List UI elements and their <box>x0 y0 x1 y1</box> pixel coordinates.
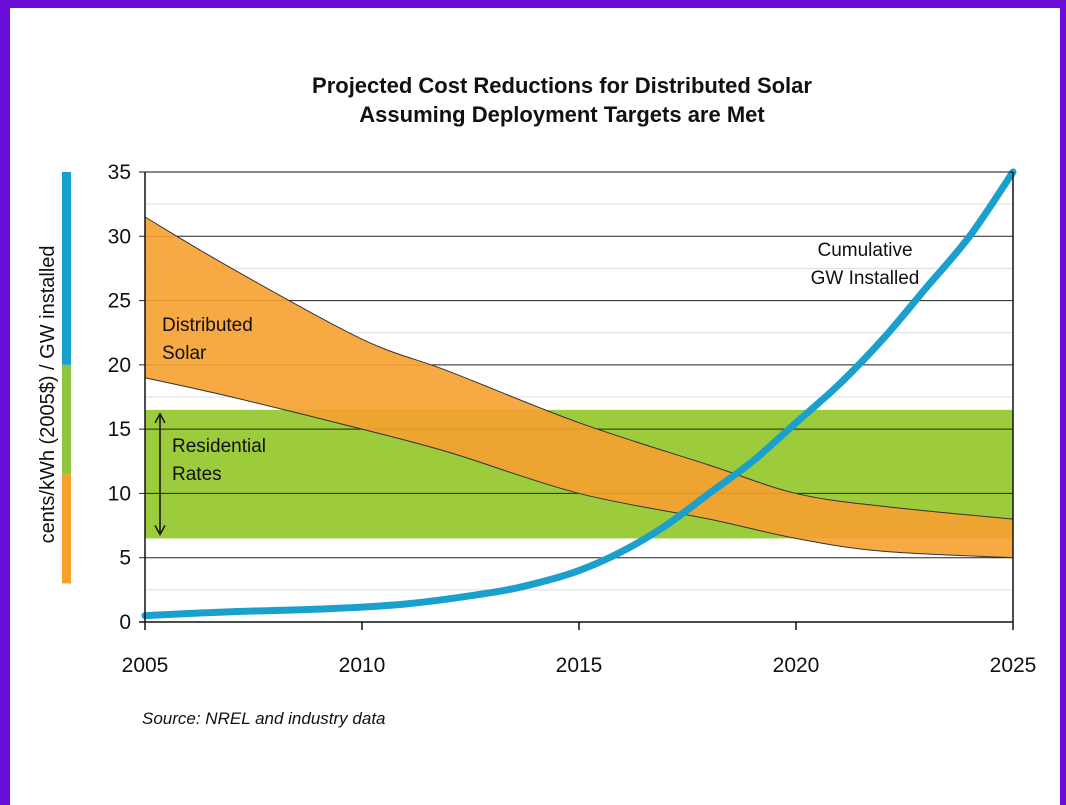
y-tick-label-5: 5 <box>119 547 131 570</box>
chart-title-line-1: Projected Cost Reductions for Distribute… <box>312 73 812 98</box>
distributed-solar-lower-edge <box>144 377 1014 559</box>
y-axis-color-bar-3 <box>62 474 71 584</box>
chart-title: Projected Cost Reductions for Distribute… <box>312 73 812 127</box>
distributed-solar-label-line-1: Distributed <box>162 315 253 336</box>
distributed-solar-label-line-2: Solar <box>162 343 207 364</box>
axes <box>139 171 1014 630</box>
source-note: Source: NREL and industry data <box>142 709 386 728</box>
y-tick-label-30: 30 <box>108 225 131 248</box>
chart-title-line-2: Assuming Deployment Targets are Met <box>359 102 765 127</box>
residential-rates-label-line-2: Rates <box>172 464 222 485</box>
cumulative-gw-series <box>141 168 1017 620</box>
cumulative-gw-label-line-2: GW Installed <box>811 268 920 289</box>
y-axis-label-group: cents/kWh (2005$) / GW installed <box>37 172 71 584</box>
frame-right-border <box>1060 0 1066 805</box>
cumulative-gw-line <box>141 168 1017 620</box>
rates-range-arrow-up <box>154 412 166 424</box>
y-axis-color-bar-1 <box>62 172 71 365</box>
frame-left-border <box>0 0 10 805</box>
rates-range-arrow-down <box>154 525 166 536</box>
y-tick-label-0: 0 <box>119 611 131 634</box>
y-tick-label-20: 20 <box>108 354 131 377</box>
y-tick-label-10: 10 <box>108 482 131 505</box>
y-tick-label-15: 15 <box>108 418 131 441</box>
x-tick-label-2025: 2025 <box>990 654 1037 677</box>
x-tick-label-2010: 2010 <box>339 654 386 677</box>
x-tick-label-2015: 2015 <box>556 654 603 677</box>
y-tick-label-35: 35 <box>108 161 131 184</box>
residential-rates-label-line-1: Residential <box>172 436 266 457</box>
distributed-solar-area <box>145 217 1013 558</box>
y-axis-color-bar-2 <box>62 364 71 475</box>
y-tick-label-25: 25 <box>108 290 131 313</box>
y-axis-label: cents/kWh (2005$) / GW installed <box>37 245 59 543</box>
cumulative-gw-label-line-1: Cumulative <box>817 240 912 261</box>
distributed-solar-upper-edge <box>144 216 1014 520</box>
x-tick-label-2005: 2005 <box>122 654 169 677</box>
x-tick-label-2020: 2020 <box>773 654 820 677</box>
distributed-solar-band <box>144 216 1014 559</box>
annotations: Distributed Solar Residential Rates Cumulati… <box>154 240 920 536</box>
frame-top-border <box>0 0 1066 8</box>
